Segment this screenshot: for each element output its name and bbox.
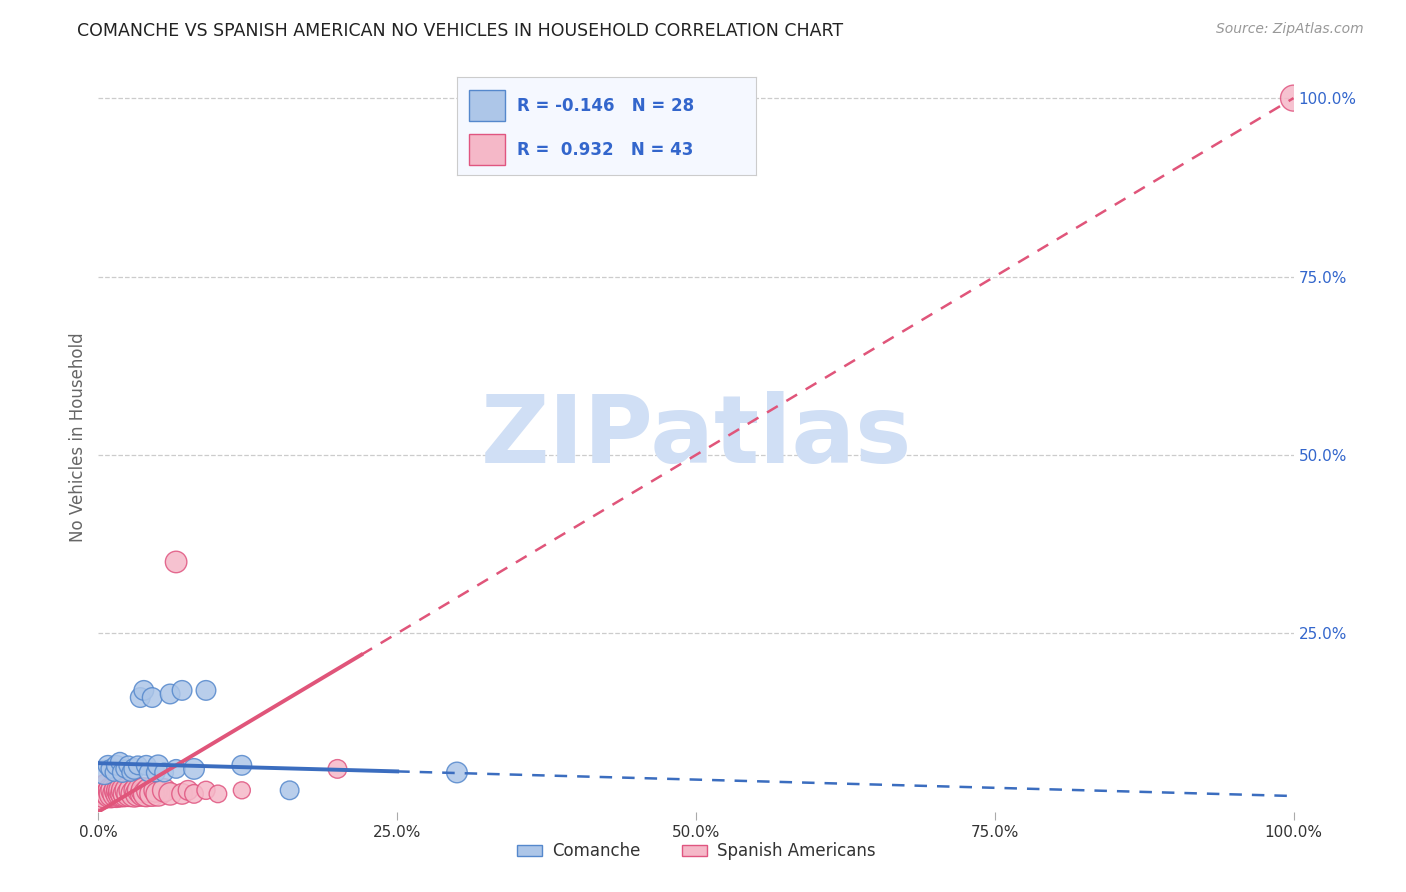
Point [105, 758, 128, 772]
Point [107, 787, 129, 801]
Point [148, 787, 170, 801]
Point [446, 765, 468, 780]
Point [103, 783, 125, 797]
Point [132, 783, 155, 797]
Point [207, 787, 229, 801]
Point [117, 783, 139, 797]
Point [118, 787, 141, 801]
Point [110, 787, 132, 801]
Point [114, 783, 136, 797]
Point [124, 762, 146, 776]
Point [132, 683, 155, 698]
Point [138, 783, 160, 797]
Point [98, 787, 122, 801]
Point [141, 690, 163, 705]
Point [145, 765, 167, 780]
Point [165, 555, 187, 569]
Point [93, 765, 115, 780]
Text: ZIPatlas: ZIPatlas [481, 391, 911, 483]
Point [97, 758, 120, 772]
Point [108, 783, 131, 797]
Point [172, 787, 194, 801]
Point [100, 783, 122, 797]
Point [117, 758, 139, 772]
Point [124, 787, 146, 801]
Point [97, 780, 120, 794]
Point [125, 783, 148, 797]
Point [91, 783, 114, 797]
Point [138, 765, 160, 780]
Point [114, 762, 136, 776]
Point [183, 787, 205, 801]
Point [93, 787, 115, 801]
Point [129, 690, 152, 705]
Point [195, 783, 218, 797]
Point [129, 783, 152, 797]
Point [108, 755, 131, 769]
Point [159, 787, 181, 801]
Point [120, 765, 142, 780]
Point [177, 783, 200, 797]
Point [195, 683, 218, 698]
Point [111, 783, 134, 797]
Point [159, 687, 181, 701]
Y-axis label: No Vehicles in Household: No Vehicles in Household [69, 332, 87, 542]
Point [115, 787, 138, 801]
Point [98, 762, 122, 776]
Point [96, 783, 118, 797]
Point [127, 787, 149, 801]
Point [153, 765, 176, 780]
Point [231, 783, 253, 797]
Point [127, 758, 149, 772]
Point [172, 683, 194, 698]
Point [135, 787, 157, 801]
Point [90, 787, 112, 801]
Point [1282, 91, 1305, 105]
Point [183, 762, 205, 776]
Point [231, 758, 253, 772]
Point [107, 783, 129, 797]
Point [101, 787, 124, 801]
Point [153, 783, 176, 797]
Point [105, 787, 128, 801]
Point [135, 758, 157, 772]
Point [278, 783, 301, 797]
Point [121, 783, 143, 797]
Point [326, 762, 349, 776]
Text: Source: ZipAtlas.com: Source: ZipAtlas.com [1216, 22, 1364, 37]
Point [111, 765, 134, 780]
Point [112, 787, 135, 801]
Point [165, 762, 187, 776]
Point [131, 787, 153, 801]
Point [145, 783, 167, 797]
Point [148, 758, 170, 772]
Text: COMANCHE VS SPANISH AMERICAN NO VEHICLES IN HOUSEHOLD CORRELATION CHART: COMANCHE VS SPANISH AMERICAN NO VEHICLES… [77, 22, 844, 40]
Point [103, 765, 125, 780]
Legend: Comanche, Spanish Americans: Comanche, Spanish Americans [510, 836, 882, 867]
Point [141, 787, 163, 801]
